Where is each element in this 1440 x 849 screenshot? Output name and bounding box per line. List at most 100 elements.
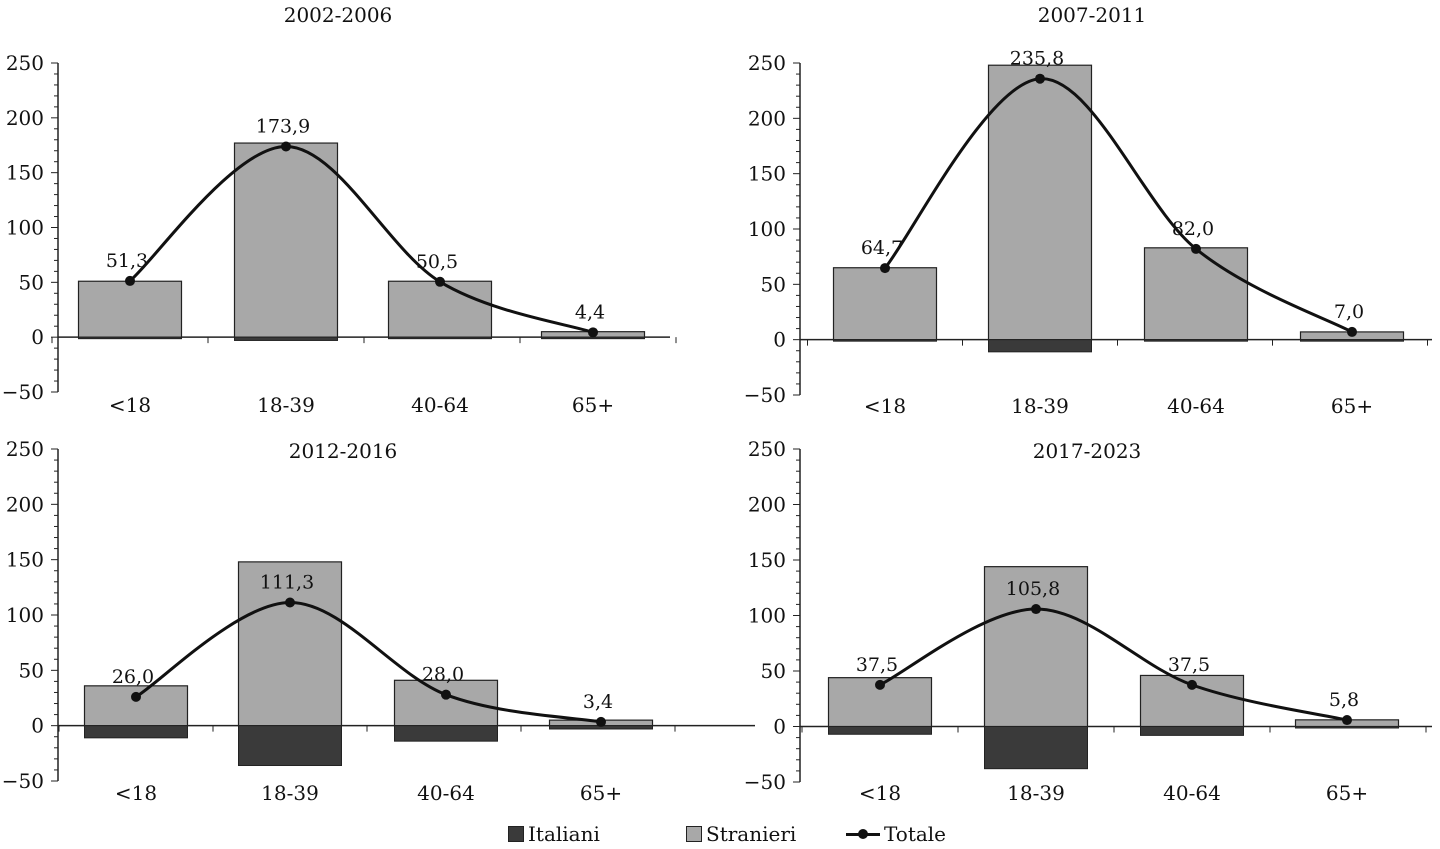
legend-item-stranieri: Stranieri [686, 822, 796, 846]
totale-point [596, 716, 606, 727]
bar-italiani [234, 336, 338, 341]
totale-data-label: 37,5 [1168, 654, 1210, 676]
y-tick-label: −50 [2, 380, 44, 404]
totale-point [1031, 604, 1041, 615]
chart-area: 2002-2006 250 200 150 100 50 0 −50 <18 18-39 40-64… [2, 3, 1432, 805]
totale-line [129, 144, 594, 334]
y-tick-label: 0 [31, 325, 44, 349]
chart-title: 2017-2023 [1033, 439, 1142, 463]
y-tick-label: −50 [744, 383, 786, 407]
y-tick-label: 250 [6, 437, 44, 461]
totale-data-label: 28,0 [422, 664, 464, 686]
chart-panel-3: 2012-2016 250 200 150 100 50 0 −50 <18 18-39 40-64… [2, 437, 755, 805]
totale-point [285, 597, 295, 608]
x-category-label: 40-64 [417, 781, 475, 805]
bar-italiani [984, 726, 1088, 770]
stranieri-swatch [686, 826, 702, 842]
totale-point [435, 276, 445, 287]
bar-italiani [1300, 339, 1404, 342]
y-tick-label: 0 [773, 715, 786, 739]
totale-data-label: 5,8 [1329, 689, 1359, 711]
bar-stranieri [83, 685, 189, 727]
totale-data-label: 50,5 [416, 251, 458, 273]
bar-italiani [78, 336, 182, 340]
totale-point [441, 689, 451, 700]
italiani-swatch [508, 826, 524, 842]
bar-italiani [1140, 726, 1244, 736]
y-tick-label: −50 [744, 770, 786, 794]
legend-item-totale: Totale [846, 822, 946, 846]
totale-data-label: 26,0 [112, 666, 154, 688]
bar-stranieri [387, 280, 493, 338]
bar-stranieri [237, 561, 343, 727]
x-category-label: 18-39 [1011, 394, 1069, 418]
totale-data-label: 235,8 [1010, 48, 1064, 70]
totale-point [1191, 243, 1201, 254]
totale-data-label: 64,7 [861, 237, 903, 259]
totale-data-label: 111,3 [260, 571, 314, 593]
y-tick-label: 50 [761, 659, 786, 683]
bar-stranieri [1143, 247, 1249, 341]
x-category-label: 18-39 [1007, 781, 1065, 805]
bar-italiani [541, 336, 645, 340]
y-tick-label: −50 [2, 769, 44, 793]
x-category-label: <18 [864, 394, 906, 418]
y-tick-label: 100 [6, 603, 44, 627]
x-category-label: 40-64 [1163, 781, 1221, 805]
y-tick-label: 150 [6, 161, 44, 185]
chart-title: 2002-2006 [284, 3, 393, 27]
bar-stranieri [983, 566, 1089, 728]
chart-panel-2: 2007-2011 250 200 150 100 50 0 −50 <18 18-39 40-64… [744, 3, 1432, 418]
totale-data-label: 37,5 [856, 654, 898, 676]
totale-data-label: 3,4 [583, 691, 613, 713]
bar-stranieri [832, 267, 938, 341]
totale-data-label: 4,4 [575, 301, 605, 323]
totale-point [131, 691, 141, 702]
totale-data-label: 51,3 [106, 250, 148, 272]
x-category-label: <18 [859, 781, 901, 805]
totale-line [135, 600, 602, 724]
y-tick-label: 50 [761, 272, 786, 296]
y-tick-label: 50 [19, 658, 44, 682]
chart-title: 2007-2011 [1038, 3, 1147, 27]
y-tick-label: 250 [748, 437, 786, 461]
legend-label: Italiani [528, 822, 600, 846]
chart-panel-1: 2002-2006 250 200 150 100 50 0 −50 <18 18-39 40-64… [2, 3, 677, 417]
y-tick-label: 250 [6, 51, 44, 75]
y-tick-label: 0 [31, 714, 44, 738]
legend: Italiani Stranieri Totale [0, 818, 1440, 848]
y-tick-label: 100 [6, 216, 44, 240]
bar-italiani [388, 336, 492, 340]
chart-panel-4: 2017-2023 250 200 150 100 50 0 −50 <18 18-39 40-64… [744, 437, 1432, 805]
y-tick-label: 100 [748, 217, 786, 241]
bar-italiani [394, 725, 498, 742]
x-category-label: 40-64 [1167, 394, 1225, 418]
y-tick-label: 150 [748, 162, 786, 186]
totale-line [879, 607, 1348, 722]
totale-point [1342, 715, 1352, 726]
totale-point [875, 679, 885, 690]
totale-data-label: 105,8 [1006, 578, 1060, 600]
bar-italiani [84, 725, 188, 739]
bar-stranieri [77, 280, 183, 338]
x-category-label: 65+ [1326, 781, 1368, 805]
bar-italiani [988, 339, 1092, 353]
bar-italiani [1144, 339, 1248, 342]
totale-data-label: 82,0 [1172, 218, 1214, 240]
legend-label: Totale [884, 822, 947, 846]
totale-line [883, 77, 1353, 334]
bar-italiani [833, 339, 937, 342]
bar-italiani [238, 725, 342, 767]
x-category-label: 40-64 [411, 393, 469, 417]
x-category-label: 65+ [580, 781, 622, 805]
x-category-label: 18-39 [257, 393, 315, 417]
totale-point [880, 263, 890, 274]
totale-point [125, 275, 135, 286]
totale-data-label: 173,9 [256, 115, 310, 137]
x-category-label: 18-39 [261, 781, 319, 805]
bar-stranieri [393, 679, 499, 727]
totale-point [1187, 679, 1197, 690]
y-tick-label: 200 [6, 106, 44, 130]
legend-label: Stranieri [706, 822, 797, 846]
y-tick-label: 150 [748, 548, 786, 572]
